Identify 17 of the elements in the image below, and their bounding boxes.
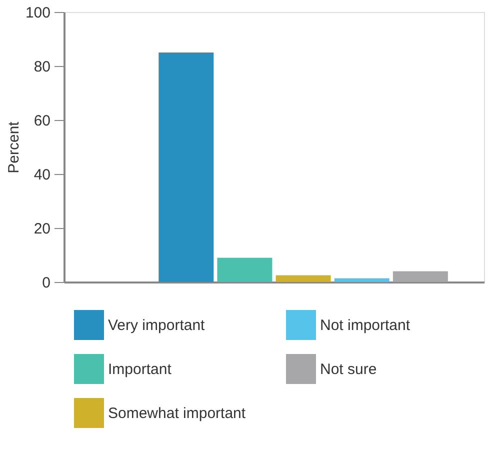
bar <box>392 271 448 282</box>
legend-label: Not important <box>320 317 411 334</box>
bar <box>158 52 214 282</box>
legend-label: Very important <box>108 317 206 334</box>
bar <box>276 275 331 282</box>
bar <box>334 278 390 282</box>
y-tick-label: 40 <box>34 166 50 184</box>
legend-label: Important <box>108 361 172 378</box>
y-tick-label: 80 <box>34 58 50 76</box>
y-axis-title: Percent <box>5 120 22 174</box>
bar <box>217 258 272 282</box>
y-tick-label: 60 <box>34 112 50 130</box>
legend-label: Not sure <box>320 361 377 378</box>
y-tick-label: 0 <box>42 274 50 292</box>
y-tick-label: 20 <box>34 220 50 238</box>
legend-label: Somewhat important <box>108 405 246 422</box>
y-tick-label: 100 <box>25 4 50 22</box>
